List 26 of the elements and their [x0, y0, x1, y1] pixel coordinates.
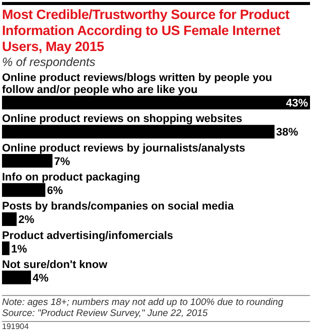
- data-label: 38%: [276, 126, 298, 139]
- data-label: 2%: [18, 214, 34, 226]
- bar: [2, 270, 31, 284]
- bar: [2, 241, 10, 256]
- y-tick-label: Info on product packaging: [2, 172, 140, 184]
- y-tick-label: Online product reviews/blogs written by people you follow and/or people who are like you: [2, 72, 272, 96]
- data-label: 4%: [32, 272, 49, 284]
- data-label: 43%: [286, 98, 308, 110]
- chart-subtitle: % of respondents: [2, 55, 96, 70]
- bar: [2, 212, 17, 226]
- bar: [2, 154, 52, 168]
- text: 191904: [2, 321, 310, 331]
- y-tick-label: Product advertising/infomercials: [2, 230, 174, 242]
- text: Note: ages 18+; numbers may not add up to 100% due to rounding: [2, 297, 284, 308]
- source-note: Source: "Product Review Survey," June 22, 2015: [2, 308, 209, 319]
- bar: [2, 96, 310, 110]
- data-label: 1%: [11, 243, 28, 256]
- bar: [2, 124, 275, 139]
- data-label: 7%: [54, 156, 70, 168]
- y-tick-label: Posts by brands/companies on social media: [2, 200, 235, 213]
- y-tick-label: Online product reviews on shopping websites: [2, 113, 242, 126]
- y-tick-label: Not sure/don't know: [2, 258, 108, 271]
- data-label: 6%: [46, 185, 64, 198]
- chart-title: Most Credible/Trustworthy Source for Product Information According to US Female Internet Users, May 2015: [2, 7, 290, 55]
- y-tick-label: Online product reviews by journalists/analysts: [2, 142, 246, 154]
- bar: [2, 183, 46, 197]
